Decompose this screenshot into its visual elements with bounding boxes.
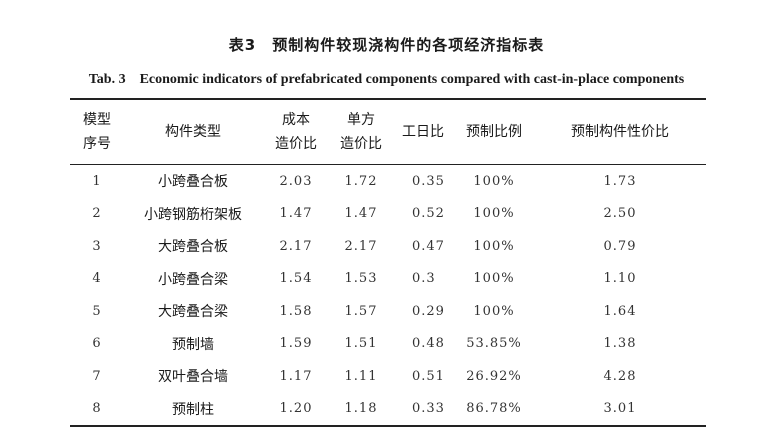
cell-unit-cost-ratio: 1.53: [344, 271, 378, 287]
cell-component-type: 预制柱: [172, 401, 214, 418]
cell-component-type: 小跨钢筋桁架板: [144, 206, 242, 223]
cell-cost-performance: 1.64: [603, 303, 637, 319]
cell-cost-ratio: 1.58: [279, 303, 313, 319]
cell-workday-ratio: 0.29: [412, 303, 445, 319]
cell-cost-ratio: 1.59: [279, 336, 313, 352]
cell-workday-ratio: 0.52: [412, 206, 445, 222]
cell-prefab-ratio: 86.78%: [466, 401, 522, 417]
header-unit-cost-ratio: 单方 造价比: [330, 99, 392, 165]
cell-cost-performance: 1.38: [603, 336, 637, 352]
header-cost-ratio-line-2: 造价比: [275, 136, 317, 152]
cell-component-type: 大跨叠合梁: [158, 304, 228, 321]
cell-workday-ratio: 0.48: [412, 336, 445, 352]
cell-prefab-ratio: 100%: [473, 173, 515, 189]
table-header: 模型 序号 构件类型 成本 造价比 单方 造价比 工日比 预制比例 预制构件性价…: [70, 99, 706, 165]
cell-model-no: 6: [92, 336, 102, 352]
header-unit-cost-ratio-line-1: 单方: [347, 112, 375, 128]
cell-cost-ratio: 2.17: [279, 238, 313, 254]
cell-cost-performance: 0.79: [603, 238, 637, 254]
header-prefab-ratio: 预制比例: [466, 124, 522, 140]
cell-unit-cost-ratio: 1.11: [344, 368, 378, 384]
cell-workday-ratio: 0.33: [412, 401, 445, 417]
table-body: 1 小跨叠合板 2.03 1.72 0.35 100% 1.73 2 小跨钢筋桁…: [70, 165, 706, 426]
table-row: 3 大跨叠合板 2.17 2.17 0.47 100% 0.79: [70, 230, 706, 263]
cell-component-type: 双叶叠合墙: [158, 369, 228, 386]
cell-cost-ratio: 1.54: [279, 271, 313, 287]
table-row: 7 双叶叠合墙 1.17 1.11 0.51 26.92% 4.28: [70, 360, 706, 393]
cell-unit-cost-ratio: 1.47: [344, 206, 378, 222]
cell-unit-cost-ratio: 1.57: [344, 303, 378, 319]
cell-model-no: 1: [92, 173, 102, 189]
table-row: 5 大跨叠合梁 1.58 1.57 0.29 100% 1.64: [70, 295, 706, 328]
cell-component-type: 小跨叠合梁: [158, 271, 228, 288]
header-model-no-line-2: 序号: [83, 136, 111, 152]
cell-model-no: 3: [92, 238, 102, 254]
cell-component-type: 大跨叠合板: [158, 239, 228, 256]
cell-cost-ratio: 1.20: [279, 401, 313, 417]
cell-workday-ratio: 0.51: [412, 368, 445, 384]
table-row: 1 小跨叠合板 2.03 1.72 0.35 100% 1.73: [70, 165, 706, 198]
cell-prefab-ratio: 100%: [473, 303, 515, 319]
cell-unit-cost-ratio: 2.17: [344, 238, 378, 254]
cell-model-no: 4: [92, 271, 102, 287]
table-title-cn: 表3 预制构件较现浇构件的各项经济指标表: [228, 36, 545, 54]
header-cost-ratio: 成本 造价比: [262, 99, 330, 165]
cell-unit-cost-ratio: 1.72: [344, 173, 378, 189]
cell-model-no: 2: [92, 206, 102, 222]
cell-unit-cost-ratio: 1.18: [344, 401, 378, 417]
header-unit-cost-ratio-line-2: 造价比: [340, 136, 382, 152]
cell-unit-cost-ratio: 1.51: [344, 336, 378, 352]
cell-cost-performance: 3.01: [603, 401, 637, 417]
table-row: 8 预制柱 1.20 1.18 0.33 86.78% 3.01: [70, 393, 706, 426]
cell-prefab-ratio: 100%: [473, 271, 515, 287]
cell-prefab-ratio: 100%: [473, 206, 515, 222]
cell-component-type: 小跨叠合板: [158, 174, 228, 191]
cell-cost-performance: 2.50: [603, 206, 637, 222]
table-row: 4 小跨叠合梁 1.54 1.53 0.3 100% 1.10: [70, 263, 706, 296]
cell-prefab-ratio: 26.92%: [466, 368, 522, 384]
table-row: 2 小跨钢筋桁架板 1.47 1.47 0.52 100% 2.50: [70, 198, 706, 231]
cell-workday-ratio: 0.35: [412, 173, 445, 189]
header-component-type: 构件类型: [165, 124, 221, 140]
table-row: 6 预制墙 1.59 1.51 0.48 53.85% 1.38: [70, 328, 706, 361]
header-model-no: 模型 序号: [70, 99, 124, 165]
header-cost-performance: 预制构件性价比: [571, 124, 669, 140]
header-row: 模型 序号 构件类型 成本 造价比 单方 造价比 工日比 预制比例 预制构件性价…: [70, 99, 706, 165]
cell-cost-ratio: 1.47: [279, 206, 313, 222]
table-title-en: Tab. 3 Economic indicators of prefabrica…: [88, 72, 685, 87]
cell-cost-performance: 1.73: [603, 173, 637, 189]
cell-cost-ratio: 1.17: [279, 368, 313, 384]
cell-model-no: 8: [92, 401, 102, 417]
cell-cost-ratio: 2.03: [279, 173, 313, 189]
cell-model-no: 5: [92, 303, 102, 319]
cell-workday-ratio: 0.3: [412, 271, 436, 287]
economic-indicators-table: 模型 序号 构件类型 成本 造价比 单方 造价比 工日比 预制比例 预制构件性价…: [70, 98, 706, 427]
cell-cost-performance: 1.10: [603, 271, 637, 287]
cell-component-type: 预制墙: [172, 336, 214, 353]
header-cost-ratio-line-1: 成本: [282, 112, 310, 128]
cell-prefab-ratio: 100%: [473, 238, 515, 254]
header-model-no-line-1: 模型: [83, 112, 111, 128]
cell-workday-ratio: 0.47: [412, 238, 445, 254]
cell-cost-performance: 4.28: [603, 368, 637, 384]
header-workday-ratio: 工日比: [402, 124, 444, 140]
cell-prefab-ratio: 53.85%: [466, 336, 522, 352]
cell-model-no: 7: [92, 368, 102, 384]
